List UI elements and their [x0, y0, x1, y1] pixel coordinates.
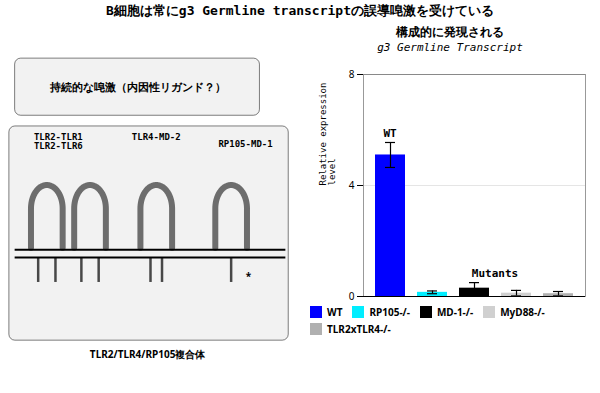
svg-text:持続的な唣激（内因性リガンド？）: 持続的な唣激（内因性リガンド？）: [49, 79, 226, 94]
svg-text:*: *: [246, 269, 252, 283]
svg-text:TLR2-TLR1TLR2-TLR6: TLR2-TLR1TLR2-TLR6: [34, 132, 83, 151]
html-text:RP105-/-: RP105-/-: [369, 305, 410, 320]
svg-text:Mutants: Mutants: [472, 267, 518, 280]
svg-text:8: 8: [349, 67, 355, 81]
svg-text:WT: WT: [383, 127, 397, 140]
svg-text:4: 4: [349, 178, 355, 192]
svg-text:TLR4-MD-2: TLR4-MD-2: [132, 132, 181, 142]
svg-text:0: 0: [349, 289, 355, 303]
html-text:WT: WT: [327, 305, 343, 320]
html-text:B細胞は常にg3 Germline transcriptの誤: B細胞は常にg3 Germline transcriptの誤導唣激を受けている: [106, 3, 494, 18]
html-text:MyD88-/-: MyD88-/-: [500, 305, 545, 320]
svg-text:RP105-MD-1: RP105-MD-1: [218, 139, 272, 149]
html-text:TLR2xTLR4-/-: TLR2xTLR4-/-: [327, 321, 391, 336]
html-text:MD-1-/-: MD-1-/-: [436, 305, 474, 320]
html-text:構成的に発現される: 構成的に発現される: [396, 25, 504, 39]
html-text:g3 Germline Transcript: g3 Germline Transcript: [377, 41, 523, 54]
svg-text:TLR2/TLR4/RP105複合体: TLR2/TLR4/RP105複合体: [90, 347, 207, 361]
svg-text:Relative expressionlevel: Relative expressionlevel: [318, 83, 337, 186]
